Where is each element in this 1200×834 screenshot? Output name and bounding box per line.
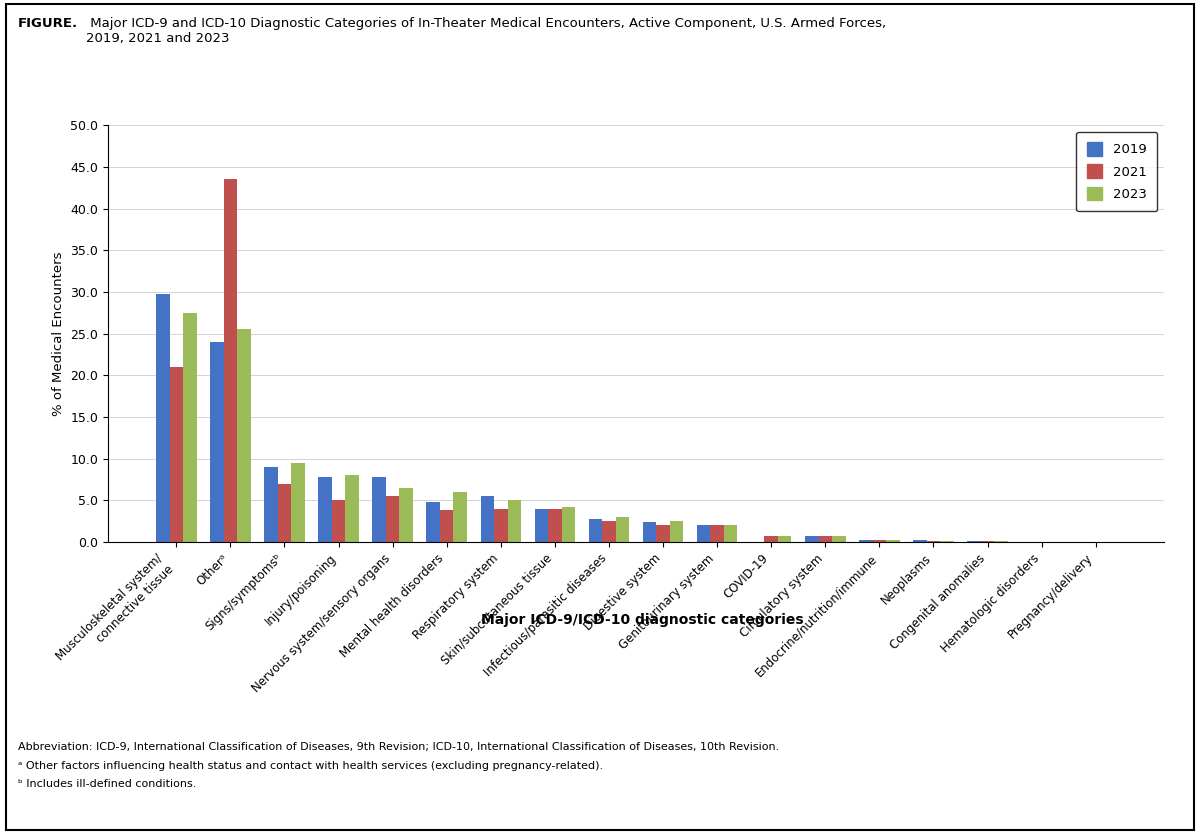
Bar — [292, 463, 305, 542]
Bar — [697, 525, 710, 542]
Bar — [805, 536, 818, 542]
Bar — [534, 509, 548, 542]
Bar — [589, 519, 602, 542]
Text: FIGURE.: FIGURE. — [18, 17, 78, 30]
Bar — [670, 521, 683, 542]
Text: Abbreviation: ICD-9, International Classification of Diseases, 9th Revision; ICD: Abbreviation: ICD-9, International Class… — [18, 742, 779, 752]
Bar — [210, 342, 223, 542]
Bar — [602, 521, 616, 542]
Bar — [184, 313, 197, 542]
Bar — [440, 510, 454, 542]
Bar — [372, 477, 386, 542]
Bar — [818, 536, 832, 542]
Bar — [724, 525, 738, 542]
Bar — [386, 496, 400, 542]
Text: ᵃ Other factors influencing health status and contact with health services (excl: ᵃ Other factors influencing health statu… — [18, 761, 604, 771]
Bar — [941, 541, 954, 542]
Bar — [318, 477, 331, 542]
Bar — [331, 500, 346, 542]
Bar — [223, 179, 238, 542]
Bar — [562, 507, 575, 542]
Bar — [400, 488, 413, 542]
Bar — [616, 517, 629, 542]
Bar — [913, 540, 926, 542]
Bar — [494, 509, 508, 542]
Legend: 2019, 2021, 2023: 2019, 2021, 2023 — [1076, 132, 1158, 211]
Bar — [346, 475, 359, 542]
Bar — [967, 541, 980, 542]
Bar — [264, 467, 277, 542]
Bar — [169, 367, 184, 542]
Text: Major ICD-9/ICD-10 diagnostic categories: Major ICD-9/ICD-10 diagnostic categories — [481, 613, 803, 627]
Bar — [778, 536, 792, 542]
Bar — [886, 540, 900, 542]
Bar — [764, 536, 778, 542]
Bar — [926, 541, 941, 542]
Bar — [426, 502, 440, 542]
Bar — [548, 509, 562, 542]
Bar — [643, 522, 656, 542]
Text: ᵇ Includes ill-defined conditions.: ᵇ Includes ill-defined conditions. — [18, 779, 197, 789]
Bar — [277, 484, 292, 542]
Bar — [480, 496, 494, 542]
Y-axis label: % of Medical Encounters: % of Medical Encounters — [52, 251, 65, 416]
Bar — [980, 541, 995, 542]
Bar — [710, 525, 724, 542]
Bar — [454, 492, 467, 542]
Bar — [656, 525, 670, 542]
Bar — [238, 329, 251, 542]
Text: Major ICD-9 and ICD-10 Diagnostic Categories of In-Theater Medical Encounters, A: Major ICD-9 and ICD-10 Diagnostic Catego… — [86, 17, 887, 45]
Bar — [872, 540, 886, 542]
Bar — [156, 294, 169, 542]
Bar — [832, 536, 846, 542]
Bar — [859, 540, 872, 542]
Bar — [508, 500, 521, 542]
Bar — [995, 541, 1008, 542]
